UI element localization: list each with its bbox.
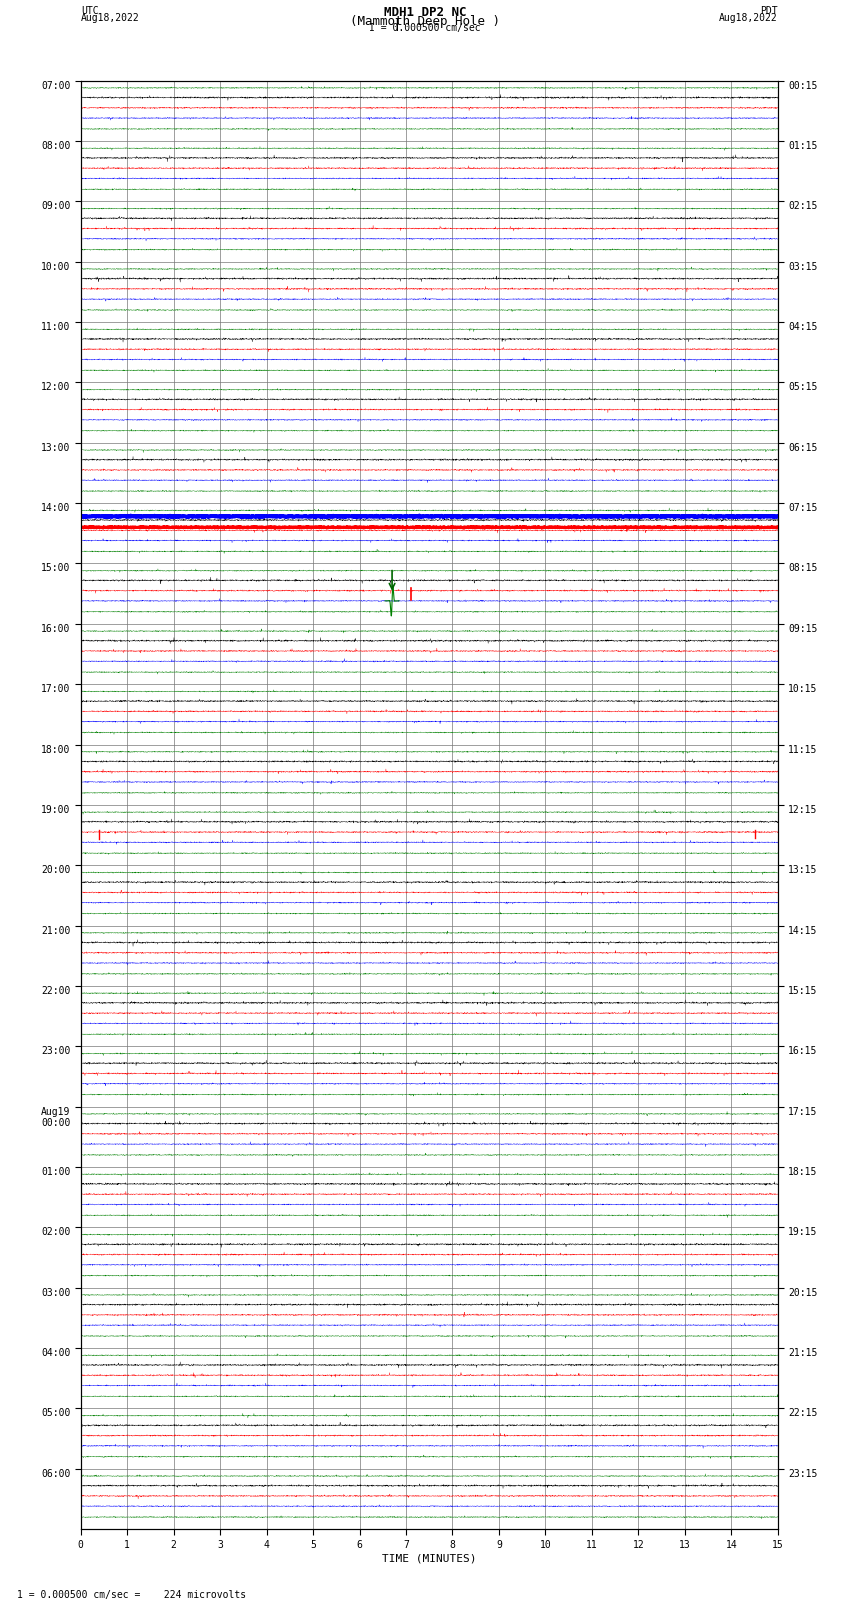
Text: PDT: PDT [760, 5, 778, 16]
Text: Aug18,2022: Aug18,2022 [719, 13, 778, 23]
Text: (Mammoth Deep Hole ): (Mammoth Deep Hole ) [350, 15, 500, 27]
X-axis label: TIME (MINUTES): TIME (MINUTES) [382, 1553, 477, 1563]
Text: Aug18,2022: Aug18,2022 [81, 13, 139, 23]
Text: 1 = 0.000500 cm/sec =    224 microvolts: 1 = 0.000500 cm/sec = 224 microvolts [17, 1590, 246, 1600]
Text: I = 0.000500 cm/sec: I = 0.000500 cm/sec [369, 23, 481, 32]
Text: UTC: UTC [81, 5, 99, 16]
Text: MDH1 DP2 NC: MDH1 DP2 NC [383, 5, 467, 19]
